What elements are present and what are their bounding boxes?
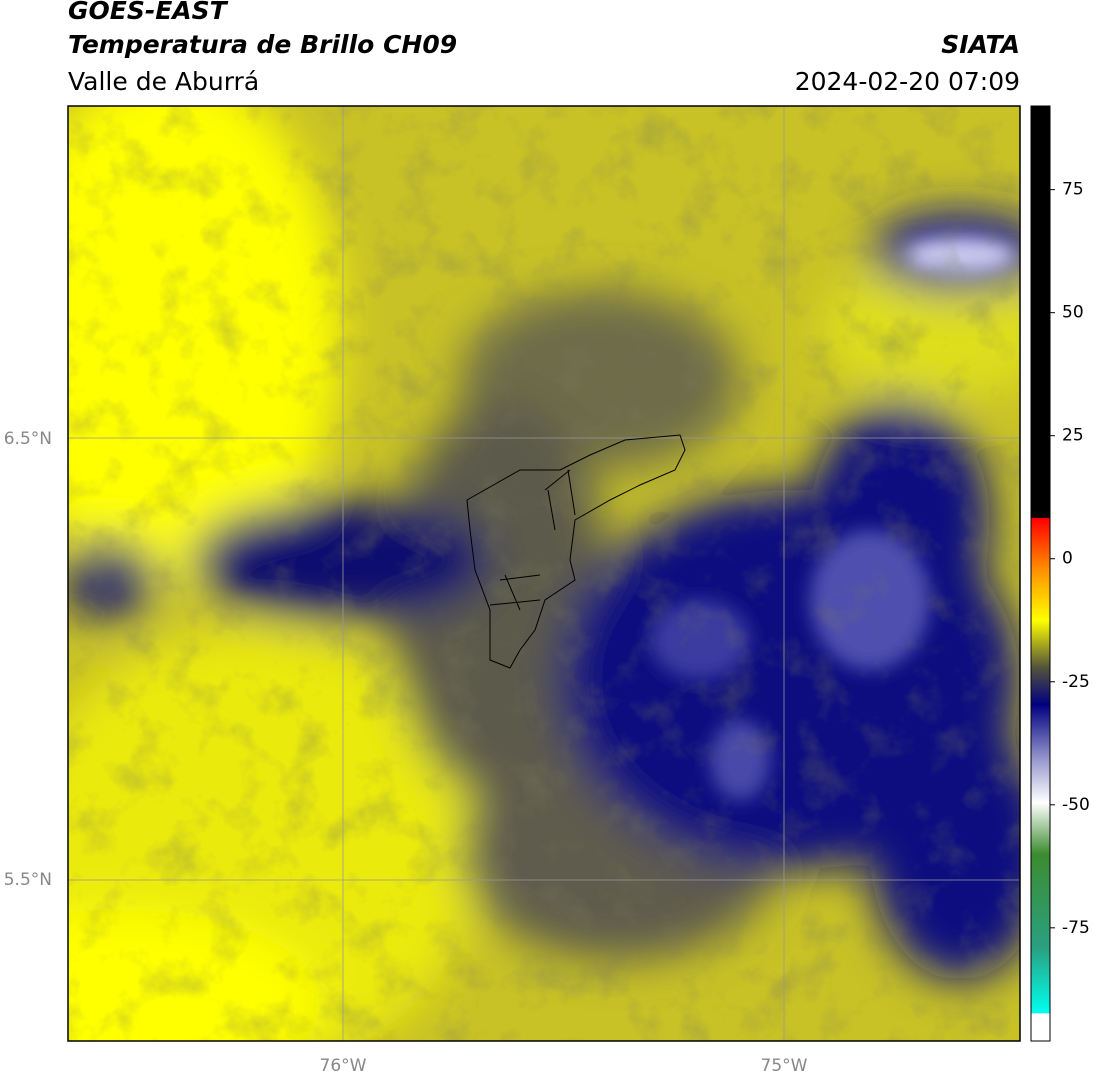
colorbar-tick-label: -25	[1062, 672, 1090, 692]
lat-label: 5.5°N	[4, 870, 52, 890]
map-frame	[67, 105, 1021, 1042]
lat-label: 6.5°N	[4, 429, 52, 449]
colorbar-tick-label: -50	[1062, 795, 1090, 815]
map-field	[68, 106, 1020, 1041]
colorbar-tick-label: -75	[1062, 918, 1090, 938]
colorbar-tick-label: 50	[1062, 303, 1084, 323]
subtitle: Temperatura de Brillo CH09	[68, 30, 458, 59]
lon-label: 76°W	[320, 1056, 367, 1076]
region: Valle de Aburrá	[68, 67, 260, 96]
title: GOES-EAST	[68, 0, 227, 25]
colorbar-tick-label: 0	[1062, 549, 1073, 569]
colorbar-tick-label: 75	[1062, 180, 1084, 200]
colorbar-tick-label: 25	[1062, 426, 1084, 446]
source: SIATA	[941, 30, 1020, 59]
valley-boundary	[466, 434, 686, 669]
lon-label: 75°W	[761, 1056, 808, 1076]
colorbar	[1030, 105, 1051, 1042]
datetime: 2024-02-20 07:09	[794, 67, 1020, 96]
